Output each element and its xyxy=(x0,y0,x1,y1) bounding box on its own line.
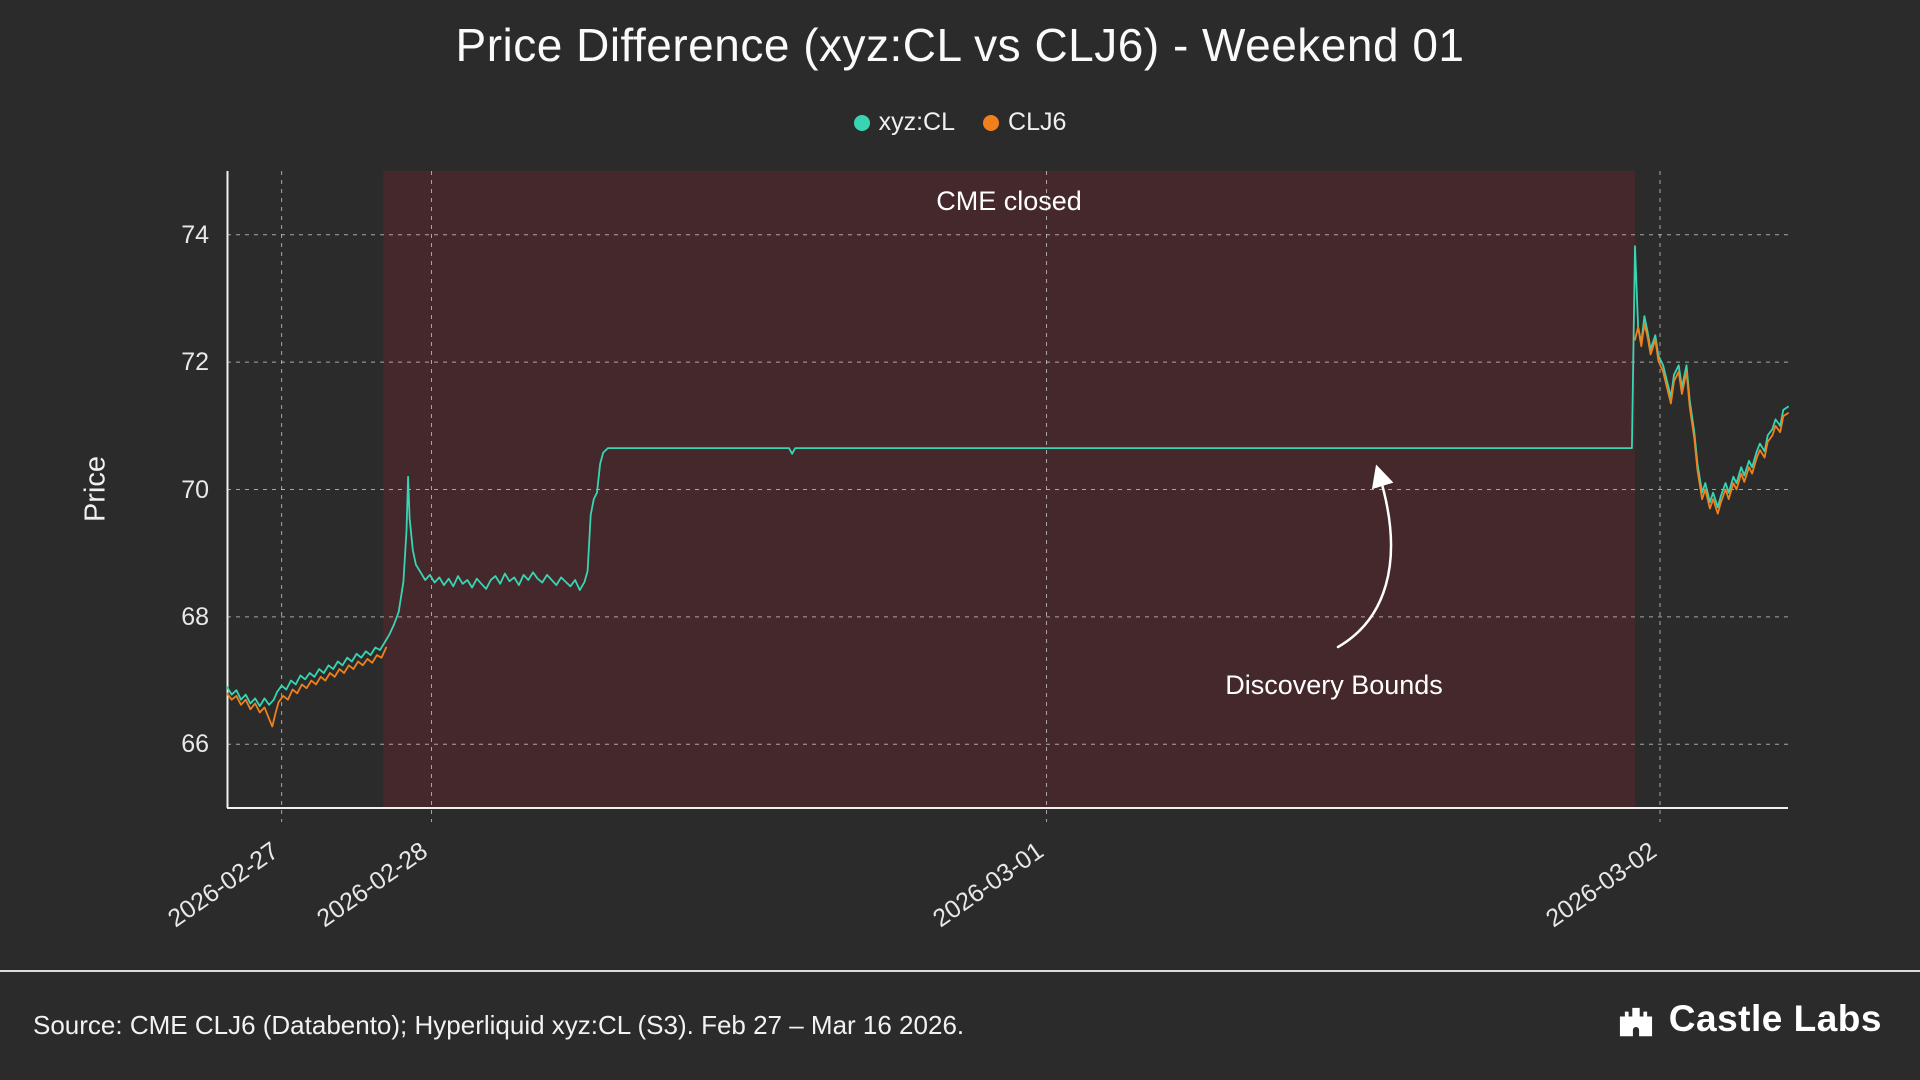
legend-label-xyzcl: xyz:CL xyxy=(878,108,956,136)
legend-label-clj6: CLJ6 xyxy=(1008,108,1067,136)
castle-logo-icon xyxy=(1619,1007,1652,1037)
y-axis-title: Price xyxy=(79,455,112,523)
series-line-xyzcl xyxy=(226,245,1789,707)
source-text: Source: CME CLJ6 (Databento); Hyperliqui… xyxy=(33,1010,965,1040)
brand: Castle Labs xyxy=(1615,998,1882,1040)
series-line-clj6 xyxy=(226,646,388,728)
annotation-discovery-bounds: Discovery Bounds xyxy=(1225,670,1443,700)
plot-area xyxy=(226,171,1789,822)
x-tick-label: 2026-02-28 xyxy=(312,836,434,933)
y-tick-label: 70 xyxy=(181,475,209,504)
region-label-cme-closed: CME closed xyxy=(936,186,1082,216)
footer-divider xyxy=(0,970,1920,972)
x-tick-label: 2026-03-02 xyxy=(1540,836,1662,933)
legend-item-xyzcl[interactable]: xyz:CL xyxy=(853,108,956,137)
x-tick-label: 2026-02-27 xyxy=(162,836,284,933)
legend-swatch-xyzcl-icon xyxy=(853,114,870,131)
chart-title: Price Difference (xyz:CL vs CLJ6) - Week… xyxy=(455,19,1465,71)
brand-name: Castle Labs xyxy=(1668,998,1882,1039)
series-line-clj6 xyxy=(1634,322,1789,515)
y-tick-label: 74 xyxy=(181,220,209,249)
y-tick-label: 66 xyxy=(181,730,209,759)
chart-legend: xyz:CL CLJ6 xyxy=(0,108,1920,137)
discovery-bounds-arrow xyxy=(1336,464,1394,649)
y-tick-label: 72 xyxy=(181,348,209,377)
legend-swatch-clj6-icon xyxy=(983,114,1000,131)
legend-item-clj6[interactable]: CLJ6 xyxy=(983,108,1066,137)
y-tick-label: 68 xyxy=(181,602,209,631)
x-tick-label: 2026-03-01 xyxy=(927,836,1049,933)
